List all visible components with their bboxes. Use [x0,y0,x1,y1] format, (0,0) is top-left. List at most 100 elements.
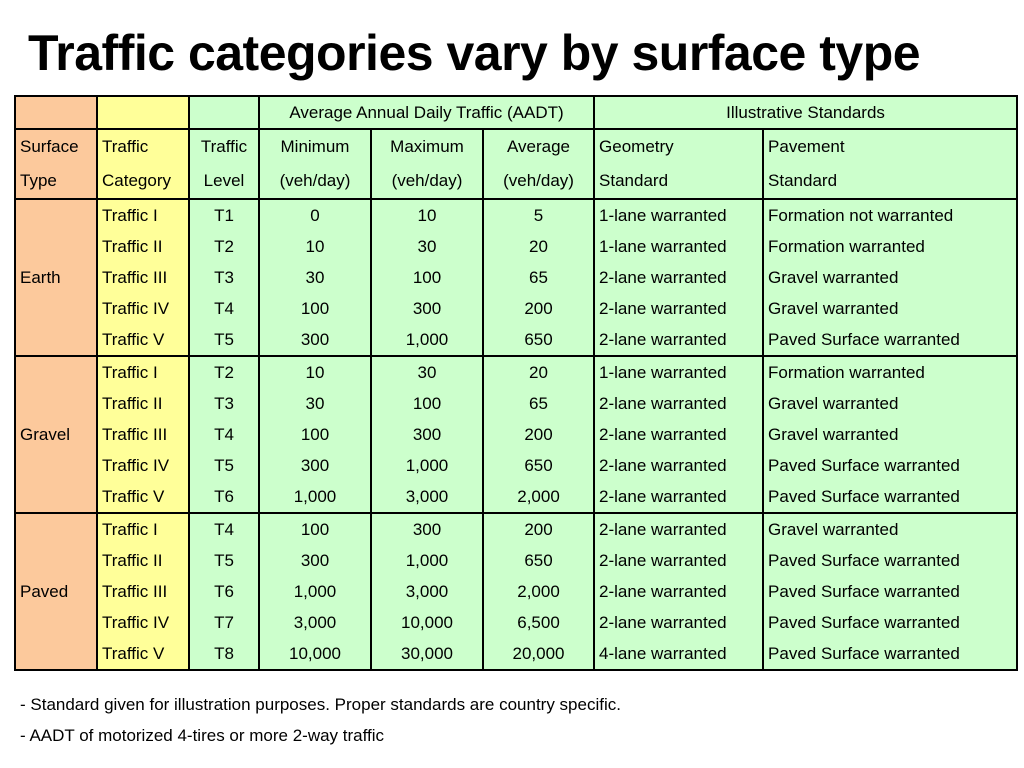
header-row-bottom: Type Category Level (veh/day) (veh/day) … [14,164,1019,200]
minimum-cell: 10,000 [258,638,372,671]
pavement-standard-cell: Paved Surface warranted [762,576,1019,607]
traffic-level-cell: T6 [188,481,260,514]
traffic-category-cell: Traffic II [96,545,190,576]
average-cell: 20 [481,231,596,262]
pavement-standard-cell: Gravel warranted [762,388,1019,419]
geometry-standard-cell: 2-lane warranted [593,513,765,545]
traffic-category-cell: Traffic V [96,638,190,671]
traffic-level-cell: T5 [188,545,260,576]
average-cell: 200 [481,513,596,545]
maximum-cell: 10,000 [370,607,484,638]
average-cell: 20 [481,356,596,388]
table-row: Traffic V T6 1,000 3,000 2,000 2-lane warrant… [15,481,1019,514]
traffic-level-cell: T7 [188,607,260,638]
traffic-category-cell: Traffic II [96,388,190,419]
maximum-cell: 10 [370,199,484,231]
traffic-level-cell: T2 [188,231,260,262]
minimum-cell: 1,000 [258,576,372,607]
traffic-level-cell: T5 [188,450,260,481]
geometry-standard-cell: 2-lane warranted [593,450,765,481]
header-row-top: Surface Traffic Traffic Minimum Maximum … [14,128,1019,164]
pavement-standard-cell: Formation not warranted [762,199,1019,231]
minimum-header: Minimum [258,128,372,164]
minimum-cell: 30 [258,388,372,419]
minimum-cell: 1,000 [258,481,372,514]
geometry-standard-cell: 1-lane warranted [593,231,765,262]
minimum-cell: 100 [258,513,372,545]
maximum-cell: 3,000 [370,576,484,607]
table-body: Earth Traffic I T1 0 10 5 1-lane warranted Form… [14,198,1019,671]
pavement-standard-cell: Paved Surface warranted [762,481,1019,514]
maximum-cell: 30,000 [370,638,484,671]
pavement-standard-cell: Paved Surface warranted [762,450,1019,481]
maximum-cell: 30 [370,231,484,262]
surface-type-header-2: Type [14,164,98,200]
geometry-standard-cell: 2-lane warranted [593,545,765,576]
geometry-standard-cell: 2-lane warranted [593,324,765,357]
surface-type-cell: Paved [14,512,98,671]
minimum-cell: 10 [258,356,372,388]
traffic-categories-table: Average Annual Daily Traffic (AADT) Illu… [14,95,1019,671]
traffic-category-cell: Traffic IV [96,450,190,481]
maximum-cell: 30 [370,356,484,388]
table-row: Gravel Traffic I T2 10 30 20 1-lane warranted F… [14,355,1019,514]
average-cell: 2,000 [481,576,596,607]
traffic-category-cell: Traffic IV [96,607,190,638]
average-cell: 65 [481,388,596,419]
pavement-standard-header-2: Standard [762,164,1019,200]
minimum-cell: 30 [258,262,372,293]
pavement-standard-cell: Gravel warranted [762,513,1019,545]
maximum-cell: 300 [370,513,484,545]
geometry-standard-cell: 1-lane warranted [593,356,765,388]
surface-type-cell: Earth [14,198,98,357]
maximum-cell: 300 [370,419,484,450]
traffic-level-cell: T3 [188,388,260,419]
traffic-category-cell: Traffic II [96,231,190,262]
traffic-level-cell: T1 [188,199,260,231]
pavement-standard-cell: Paved Surface warranted [762,324,1019,357]
pavement-standard-cell: Paved Surface warranted [762,545,1019,576]
header-category-blank [96,95,190,130]
traffic-level-cell: T5 [188,324,260,357]
average-cell: 65 [481,262,596,293]
pavement-standard-cell: Gravel warranted [762,419,1019,450]
traffic-category-cell: Traffic I [96,356,190,388]
traffic-category-cell: Traffic III [96,419,190,450]
table-row: Traffic III T3 30 100 65 2-lane warranted Grav… [15,262,1019,293]
geometry-standard-cell: 2-lane warranted [593,262,765,293]
geometry-standard-header-2: Standard [593,164,765,200]
geometry-standard-header: Geometry [593,128,765,164]
minimum-unit-header: (veh/day) [258,164,372,200]
geometry-standard-cell: 4-lane warranted [593,638,765,671]
average-cell: 5 [481,199,596,231]
minimum-cell: 300 [258,324,372,357]
traffic-category-cell: Traffic III [96,576,190,607]
maximum-cell: 1,000 [370,450,484,481]
traffic-level-cell: T3 [188,262,260,293]
average-cell: 200 [481,293,596,324]
average-header: Average [481,128,596,164]
average-cell: 2,000 [481,481,596,514]
geometry-standard-cell: 2-lane warranted [593,293,765,324]
traffic-level-cell: T8 [188,638,260,671]
maximum-cell: 1,000 [370,545,484,576]
surface-type-cell: Gravel [14,355,98,514]
average-cell: 650 [481,324,596,357]
table-row: Earth Traffic I T1 0 10 5 1-lane warranted Form… [14,198,1019,357]
aadt-group-header: Average Annual Daily Traffic (AADT) [257,95,596,130]
minimum-cell: 100 [258,293,372,324]
average-cell: 6,500 [481,607,596,638]
pavement-standard-cell: Gravel warranted [762,262,1019,293]
maximum-cell: 3,000 [370,481,484,514]
maximum-header: Maximum [370,128,484,164]
maximum-cell: 1,000 [370,324,484,357]
maximum-cell: 100 [370,388,484,419]
footnotes: - Standard given for illustration purpos… [20,689,621,751]
geometry-standard-cell: 2-lane warranted [593,576,765,607]
traffic-level-cell: T4 [188,513,260,545]
table-row: Traffic II T2 10 30 20 1-lane warranted Format… [15,231,1019,262]
maximum-cell: 100 [370,262,484,293]
traffic-category-cell: Traffic V [96,324,190,357]
geometry-standard-cell: 2-lane warranted [593,419,765,450]
table-row: Traffic IV T4 100 300 200 2-lane warranted Gra… [15,293,1019,324]
